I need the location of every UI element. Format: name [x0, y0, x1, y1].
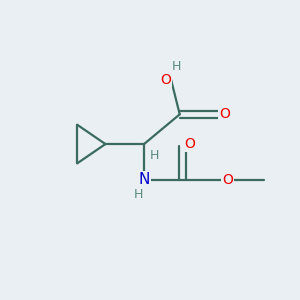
Text: H: H — [150, 149, 159, 162]
Text: O: O — [222, 173, 233, 187]
Text: O: O — [220, 107, 230, 121]
Text: H: H — [172, 60, 181, 73]
Text: O: O — [160, 73, 171, 87]
Text: N: N — [138, 172, 150, 187]
Text: O: O — [185, 137, 196, 151]
Text: H: H — [134, 188, 143, 201]
